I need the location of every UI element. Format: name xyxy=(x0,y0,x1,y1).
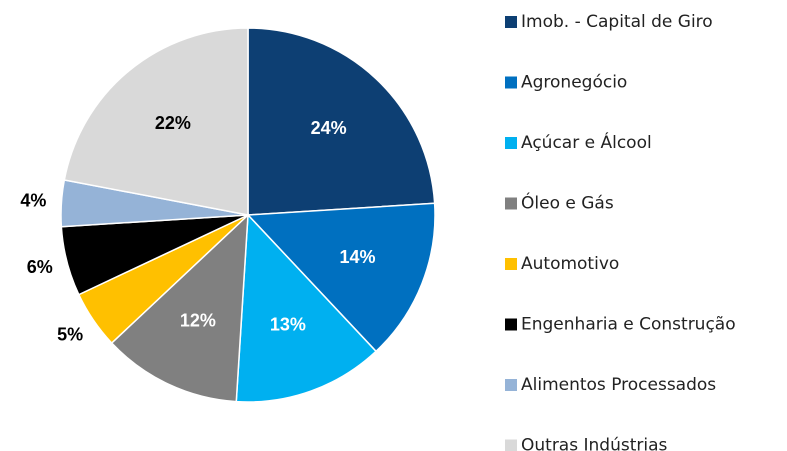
legend-swatch xyxy=(505,379,517,391)
pie-slice xyxy=(235,213,378,403)
pie-slice xyxy=(110,213,249,403)
legend-label: Óleo e Gás xyxy=(521,192,614,214)
legend-label: Agronegócio xyxy=(521,73,627,93)
legend-label: Outras Indústrias xyxy=(521,436,667,451)
data-label: 4% xyxy=(20,190,46,210)
legend-swatch xyxy=(505,197,517,210)
pie-slice xyxy=(63,27,249,216)
data-label: 24% xyxy=(311,118,347,138)
data-label: 22% xyxy=(155,113,191,133)
data-label: 14% xyxy=(340,247,376,267)
data-label: 12% xyxy=(180,310,216,330)
legend-swatch xyxy=(505,16,517,28)
legend-swatch xyxy=(505,137,517,149)
legend-label: Imob. - Capital de Giro xyxy=(521,12,713,32)
data-label: 5% xyxy=(57,325,83,345)
legend-swatch xyxy=(505,318,517,331)
legend-label: Engenharia e Construção xyxy=(521,315,736,335)
legend-swatch xyxy=(505,258,517,270)
legend-swatch xyxy=(505,76,517,89)
legend-label: Automotivo xyxy=(521,254,619,274)
data-label: 6% xyxy=(27,257,53,277)
data-label: 13% xyxy=(270,315,306,335)
pie-slice xyxy=(247,27,436,216)
legend-label: Alimentos Processados xyxy=(521,375,716,395)
pie-slice xyxy=(246,202,436,353)
legend-label: Açúcar e Álcool xyxy=(521,131,652,153)
legend-swatch xyxy=(505,439,517,451)
